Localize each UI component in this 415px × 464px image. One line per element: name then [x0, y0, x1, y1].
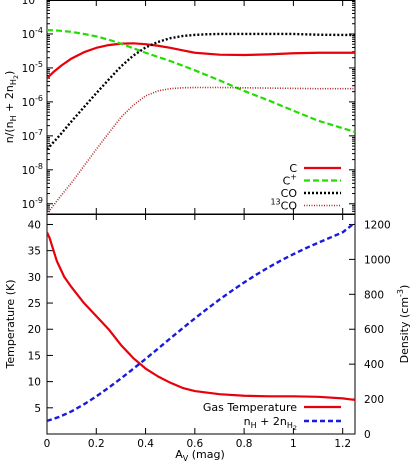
bottom-y-right-tick-label: 600 — [364, 324, 384, 336]
top-y-tick-label: 10-6 — [22, 94, 43, 109]
top-y-tick-label: 10-8 — [22, 162, 43, 177]
top-legend-label: CO — [281, 187, 298, 200]
top-series-group — [47, 28, 355, 214]
bottom-y-right-tick-label: 800 — [364, 289, 384, 301]
bottom-y-right-tick-label: 400 — [364, 359, 384, 371]
top-y-tick-label: 10-3 — [22, 0, 43, 7]
bottom-plot-frame — [46, 213, 356, 435]
bottom-y-tick-label: 10 — [28, 377, 41, 389]
bottom-legend-label: nH + 2nH2 — [244, 415, 297, 432]
bottom-y-tick-label: 25 — [28, 298, 41, 310]
bottom-y-right-tick-label: 200 — [364, 394, 384, 406]
bottom-y-tick-label: 35 — [28, 246, 41, 258]
bottom-y-axis-label: Temperature (K) — [4, 280, 17, 370]
bottom-y-right-tick-label: 0 — [364, 429, 371, 441]
bottom-legend-label: Gas Temperature — [203, 401, 297, 414]
top-y-ticks: 10-9 10-8 10-7 10-6 10-5 10-4 10-3 — [22, 0, 355, 215]
series-line-co — [47, 32, 355, 151]
bottom-y-right-axis-label: Density (cm-3) — [396, 285, 411, 364]
bottom-x-ticks: 0 0.2 0.4 0.6 0.8 1 1.2 — [44, 214, 351, 450]
series-line-nh-2nh2 — [47, 221, 355, 423]
top-plot-frame — [46, 0, 356, 215]
bottom-y-ticks: 5 10 15 20 25 30 35 40 — [28, 219, 53, 415]
bottom-x-tick-label: 0.6 — [186, 438, 203, 450]
series-line-c- — [47, 28, 355, 134]
bottom-x-tick-label: 0.4 — [137, 438, 154, 450]
top-y-tick-label: 10-9 — [22, 196, 43, 211]
bottom-y-tick-label: 15 — [28, 350, 41, 362]
bottom-y-right-ticks: 0 200 400 600 800 1000 1200 — [349, 219, 391, 441]
top-y-axis-label: n/(nH + 2nH2) — [3, 71, 20, 144]
bottom-y-right-tick-label: 1000 — [364, 254, 391, 266]
top-y-tick-label: 10-7 — [22, 128, 43, 143]
top-legend-label: C+ — [283, 173, 297, 188]
bottom-y-tick-label: 5 — [34, 403, 41, 415]
bottom-y-tick-label: 40 — [28, 219, 41, 231]
series-line-c — [47, 42, 355, 79]
x-axis-label: AV (mag) — [175, 448, 225, 463]
bottom-series-group — [47, 221, 355, 423]
bottom-y-tick-label: 20 — [28, 324, 41, 336]
top-legend-label: C — [289, 162, 297, 175]
top-x-ticks — [46, 0, 344, 214]
series-line-gas-temperature — [47, 231, 355, 402]
top-y-tick-label: 10-4 — [22, 26, 43, 41]
bottom-x-tick-label: 0.2 — [88, 438, 105, 450]
top-legend-label: 13CO — [270, 198, 297, 213]
series-line-13co — [47, 86, 355, 214]
bottom-x-tick-label: 1.2 — [334, 438, 351, 450]
bottom-x-tick-label: 1 — [290, 438, 297, 450]
bottom-x-tick-label: 0.8 — [236, 438, 253, 450]
bottom-y-tick-label: 30 — [28, 272, 41, 284]
top-y-tick-label: 10-5 — [22, 60, 43, 75]
bottom-x-tick-label: 0 — [44, 438, 51, 450]
bottom-y-right-tick-label: 1200 — [364, 219, 391, 231]
